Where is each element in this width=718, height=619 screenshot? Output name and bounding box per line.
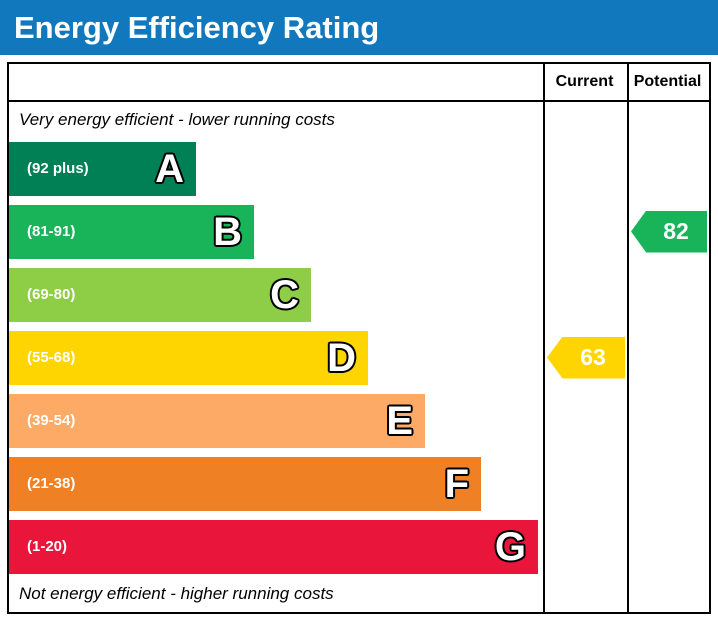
band-letter: B <box>213 209 242 254</box>
current-column-divider <box>543 64 545 612</box>
band-range-label: (39-54) <box>27 412 76 429</box>
band-letter: A <box>155 146 184 191</box>
band-row-c: (69-80) C <box>9 263 543 326</box>
current-rating-arrow: 63 <box>547 336 625 379</box>
bottom-note: Not energy efficient - higher running co… <box>19 584 334 603</box>
band-row-e: (39-54) E <box>9 389 543 452</box>
band-bar-d: (55-68) D <box>9 330 368 385</box>
epc-chart: Current Potential Very energy efficient … <box>7 62 711 614</box>
band-range-label: (21-38) <box>27 475 76 492</box>
potential-rating-arrow: 82 <box>631 210 707 253</box>
band-bar-f: (21-38) F <box>9 456 481 511</box>
band-bar-e: (39-54) E <box>9 393 425 448</box>
band-letter: E <box>386 398 413 443</box>
band-bar-b: (81-91) B <box>9 204 254 259</box>
band-row-g: (1-20) G <box>9 515 543 578</box>
current-column-header: Current <box>555 73 614 90</box>
header-spacer <box>9 64 543 100</box>
band-range-label: (92 plus) <box>27 160 89 177</box>
band-area: Very energy efficient - lower running co… <box>9 102 543 610</box>
band-bar-a: (92 plus) A <box>9 141 196 196</box>
band-letter: F <box>444 461 469 506</box>
potential-column-divider <box>627 64 629 612</box>
band-bar-g: (1-20) G <box>9 519 538 574</box>
potential-column-header: Potential <box>633 73 702 90</box>
band-range-label: (81-91) <box>27 223 76 240</box>
top-note: Very energy efficient - lower running co… <box>19 109 335 129</box>
band-bar-c: (69-80) C <box>9 267 311 322</box>
band-letter: D <box>327 335 356 380</box>
current-rating-value: 63 <box>580 344 606 370</box>
band-row-b: (81-91) B <box>9 200 543 263</box>
band-letter: C <box>270 272 299 317</box>
band-row-a: (92 plus) A <box>9 137 543 200</box>
band-row-d: (55-68) D <box>9 326 543 389</box>
band-range-label: (69-80) <box>27 286 76 303</box>
band-range-label: (1-20) <box>27 538 68 555</box>
column-header-row: Current Potential <box>9 64 709 102</box>
potential-rating-value: 82 <box>663 218 689 244</box>
page-title: Energy Efficiency Rating <box>0 0 718 55</box>
band-letter: G <box>494 524 526 569</box>
band-row-f: (21-38) F <box>9 452 543 515</box>
band-range-label: (55-68) <box>27 349 76 366</box>
